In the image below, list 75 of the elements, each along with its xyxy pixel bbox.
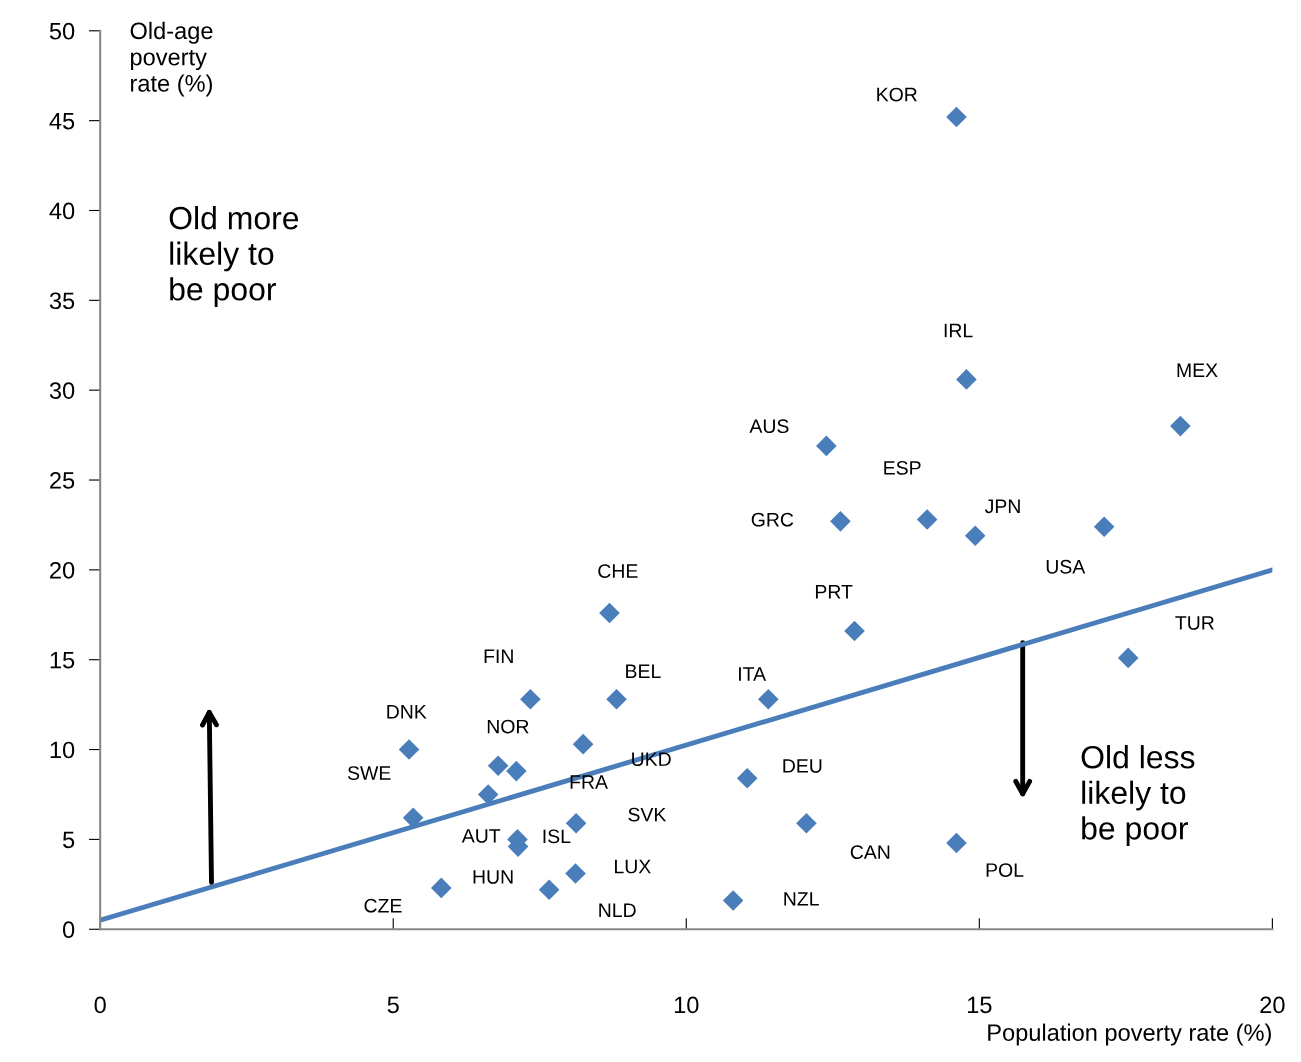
annotation: MEX (1177, 363, 1218, 377)
annotation: PRT (815, 585, 853, 599)
point (477, 784, 499, 805)
x-axis-title: Population poverty rate (%) (988, 1023, 1271, 1046)
annotation: AUS (749, 419, 789, 434)
annotation: FRA (570, 775, 608, 789)
y-tick-label: 45 (49, 112, 75, 130)
annotation: Old more likely to be poor (169, 206, 299, 307)
annotation: IRL (944, 323, 973, 338)
point (816, 435, 837, 457)
point (538, 879, 560, 901)
annotation: TUR (1175, 616, 1214, 630)
y-tick-label: 10 (50, 741, 75, 759)
point (520, 688, 541, 710)
point (956, 369, 977, 390)
annotation: USA (1046, 559, 1086, 574)
annotation: CZE (364, 898, 402, 913)
y-tick-label: 30 (49, 382, 75, 399)
point (1093, 516, 1115, 538)
annotation: ISL (543, 829, 571, 844)
point (964, 525, 986, 547)
y-tick-label: 50 (49, 22, 75, 40)
point (487, 755, 509, 777)
point (946, 832, 967, 854)
point (599, 602, 620, 624)
point (506, 760, 527, 782)
y-tick-label: 5 (62, 831, 75, 849)
annotation: GRC (751, 512, 794, 527)
y-tick-label: 40 (49, 202, 75, 220)
point (946, 106, 967, 128)
annotation: LUX (615, 859, 651, 874)
annotation: NLD (599, 903, 636, 917)
x-tick-label: 0 (94, 996, 106, 1014)
annotation: SVK (628, 807, 667, 822)
y-tick-label: 35 (49, 292, 75, 310)
annotation: ITA (739, 667, 767, 681)
annotation: SWE (347, 766, 391, 780)
x-tick-label: 5 (387, 996, 399, 1014)
y-tick-label: 15 (50, 652, 75, 669)
y-tick-label: 25 (50, 472, 75, 489)
point (736, 768, 758, 789)
x-tick-label: 15 (968, 996, 992, 1014)
annotation: CAN (850, 845, 890, 859)
annotation: ESP (884, 461, 921, 475)
annotation: AUT (461, 829, 501, 843)
y-tick-label: 20 (50, 561, 75, 579)
annotation: DEU (783, 759, 822, 773)
annotation: POL (986, 863, 1024, 877)
annotation: NOR (487, 719, 529, 734)
annotation: JPN (984, 499, 1020, 514)
point (565, 863, 586, 884)
point (844, 620, 865, 642)
point (1117, 647, 1139, 669)
point (398, 739, 420, 760)
y-tick-label: 0 (62, 921, 75, 939)
x-tick-label: 10 (674, 996, 699, 1014)
annotation: KOR (877, 87, 917, 102)
annotation: FIN (484, 649, 513, 663)
annotation: DNK (387, 705, 427, 719)
annotation: CHE (598, 564, 638, 578)
point (722, 890, 744, 911)
point (758, 688, 779, 710)
point (830, 511, 851, 532)
point (916, 509, 938, 530)
annotation: NZL (784, 892, 819, 906)
annotation: BEL (626, 664, 661, 678)
point (430, 877, 452, 899)
y-axis-title: Old-age poverty rate (%) (130, 21, 213, 97)
point (606, 688, 627, 710)
point (1170, 415, 1191, 437)
point (796, 812, 817, 834)
annotation: HUN (473, 870, 513, 884)
point (572, 733, 594, 755)
x-tick-label: 20 (1260, 996, 1285, 1014)
annotation: Old less likely to be poor (1081, 745, 1195, 846)
